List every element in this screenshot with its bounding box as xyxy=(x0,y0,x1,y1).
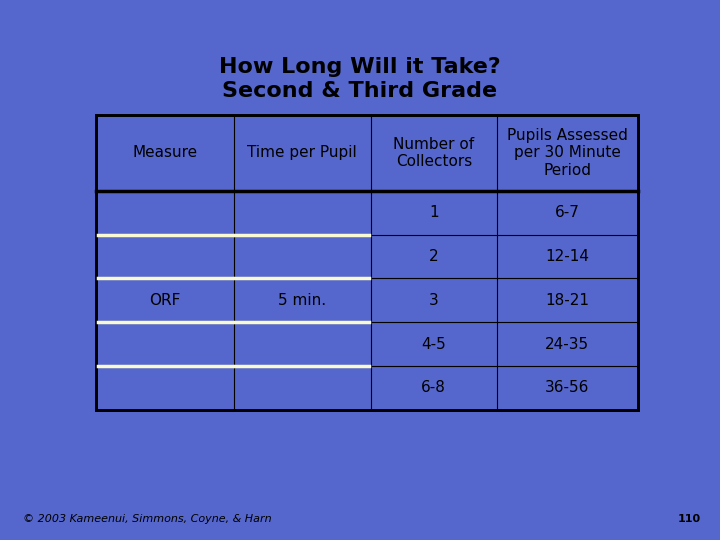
Text: 6-7: 6-7 xyxy=(555,205,580,220)
Text: 36-56: 36-56 xyxy=(545,380,590,395)
Text: 110: 110 xyxy=(678,514,701,524)
Text: 2: 2 xyxy=(429,249,438,264)
Text: Number of
Collectors: Number of Collectors xyxy=(393,137,474,169)
Text: 1: 1 xyxy=(429,205,438,220)
Text: 24-35: 24-35 xyxy=(545,336,590,352)
Text: How Long Will it Take?: How Long Will it Take? xyxy=(219,57,501,77)
Text: 4-5: 4-5 xyxy=(421,336,446,352)
Text: 18-21: 18-21 xyxy=(545,293,589,308)
Text: Pupils Assessed
per 30 Minute
Period: Pupils Assessed per 30 Minute Period xyxy=(507,128,628,178)
Bar xyxy=(96,114,638,410)
Text: Time per Pupil: Time per Pupil xyxy=(247,145,357,160)
Text: Second & Third Grade: Second & Third Grade xyxy=(222,81,498,101)
Text: 6-8: 6-8 xyxy=(421,380,446,395)
Text: 5 min.: 5 min. xyxy=(278,293,326,308)
Text: 12-14: 12-14 xyxy=(545,249,589,264)
Text: Measure: Measure xyxy=(132,145,197,160)
Text: ORF: ORF xyxy=(149,293,181,308)
Text: 3: 3 xyxy=(429,293,438,308)
Text: © 2003 Kameenui, Simmons, Coyne, & Harn: © 2003 Kameenui, Simmons, Coyne, & Harn xyxy=(23,514,271,524)
